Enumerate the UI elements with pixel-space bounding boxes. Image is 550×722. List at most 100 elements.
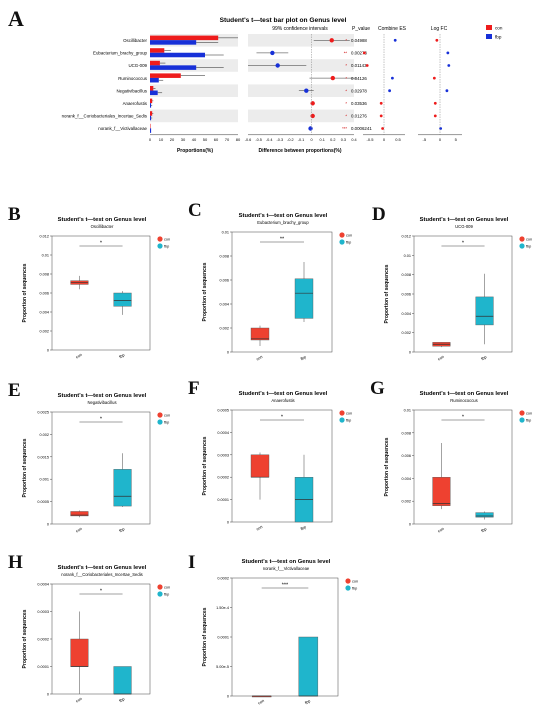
legend-con-label: con bbox=[164, 585, 170, 589]
p-mark: * bbox=[345, 38, 347, 43]
ci-point bbox=[275, 63, 280, 68]
y-axis-label: Proportion of sequences bbox=[22, 609, 28, 668]
y-axis-label: Proportion of sequences bbox=[384, 264, 390, 323]
y-axis-label: Proportion of sequences bbox=[202, 436, 208, 495]
box-fbp bbox=[113, 292, 132, 307]
prop-tick-label: 50 bbox=[203, 137, 208, 142]
y-tick-label: 0.006 bbox=[401, 454, 411, 458]
bar-fbp bbox=[150, 77, 159, 83]
legend-con-dot bbox=[339, 410, 345, 416]
panel-h-chart: Student's t—test on Genus levelnorank_f_… bbox=[22, 565, 170, 703]
panel-subtitle: norank_f__Victivallaceae bbox=[263, 566, 310, 571]
panel-letter-c: C bbox=[188, 200, 202, 221]
es-tick-label: 0.5 bbox=[395, 137, 401, 142]
y-tick-label: 0.001 bbox=[39, 478, 49, 482]
bar-fbp bbox=[150, 40, 197, 45]
ci-point bbox=[308, 126, 313, 131]
y-axis-label: Proportion of sequences bbox=[384, 437, 390, 496]
p-value: 0.04988 bbox=[351, 38, 367, 43]
y-tick-label: 0 bbox=[409, 523, 411, 527]
box-fbp bbox=[475, 296, 494, 326]
y-tick-label: 0.0003 bbox=[217, 453, 229, 457]
y-axis-label: Proportion of sequences bbox=[202, 607, 208, 666]
p-value: 0.03536 bbox=[351, 101, 367, 106]
y-tick-label: 1.50e-4 bbox=[216, 606, 229, 610]
bar-con bbox=[150, 123, 151, 129]
ci-point bbox=[304, 88, 309, 93]
legend-fbp-label: fbp bbox=[164, 244, 169, 248]
p-mark: * bbox=[345, 114, 347, 119]
legend-fbp-label: fbp bbox=[495, 35, 502, 40]
box-con bbox=[70, 511, 89, 517]
logfc-point bbox=[432, 76, 436, 80]
legend-con-label: con bbox=[164, 237, 170, 241]
logfc-point bbox=[445, 89, 449, 93]
y-tick-label: 0.0015 bbox=[37, 455, 49, 459]
p-value: 0.04126 bbox=[351, 76, 367, 81]
y-tick-label: 0 bbox=[227, 521, 229, 525]
signif-mark: *** bbox=[282, 583, 289, 589]
box-fbp bbox=[475, 512, 494, 518]
x-tick-label: con bbox=[255, 524, 263, 532]
panel-f-chart: Student's t—test on Genus levelAnaerofus… bbox=[202, 391, 352, 532]
panel-letter-d: D bbox=[372, 204, 386, 225]
bar-con bbox=[150, 111, 153, 116]
p-value: 0.01143 bbox=[351, 63, 367, 68]
y-tick-label: 0 bbox=[47, 693, 49, 697]
y-tick-label: 0.0002 bbox=[217, 476, 229, 480]
legend-con-dot bbox=[157, 236, 163, 242]
y-tick-label: 0.0002 bbox=[37, 638, 49, 642]
plot-frame bbox=[231, 231, 333, 353]
genus-label: Anaerofustis bbox=[123, 101, 148, 106]
legend-fbp-label: fbp bbox=[346, 418, 351, 422]
plot-frame bbox=[51, 235, 151, 351]
signif-mark: * bbox=[100, 241, 103, 247]
prop-tick-label: 40 bbox=[192, 137, 197, 142]
bar-fbp bbox=[150, 115, 152, 121]
y-tick-label: 0.002 bbox=[401, 331, 411, 335]
signif-mark: * bbox=[100, 589, 103, 595]
prop-tick-label: 0 bbox=[149, 137, 152, 142]
y-tick-label: 0 bbox=[227, 351, 229, 355]
p-mark: *** bbox=[342, 126, 347, 131]
signif-mark: * bbox=[281, 415, 284, 421]
es-tick-label: -0.5 bbox=[367, 137, 375, 142]
bar-fbp bbox=[150, 128, 152, 133]
panel-letter-e: E bbox=[8, 380, 21, 401]
x-tick-label: fbp bbox=[118, 352, 126, 359]
legend-fbp-label: fbp bbox=[526, 244, 531, 248]
bar-con bbox=[150, 98, 153, 104]
diff-xlabel: Difference between proportions(%) bbox=[258, 148, 341, 154]
prop-xlabel: Proportions(%) bbox=[177, 148, 213, 154]
bar-fbp bbox=[150, 90, 158, 96]
y-tick-label: 0.0005 bbox=[217, 409, 229, 413]
panel-g-chart: Student's t—test on Genus levelRuminococ… bbox=[384, 391, 532, 534]
bar-fbp bbox=[150, 52, 205, 58]
y-tick-label: 5.00e-5 bbox=[216, 665, 229, 669]
y-tick-label: 0.008 bbox=[219, 255, 229, 259]
genus-label: Oscillibacter bbox=[123, 38, 147, 43]
logfc-point bbox=[439, 127, 443, 130]
logfc-point bbox=[447, 64, 451, 67]
panel-e-chart: Student's t—test on Genus levelNegativib… bbox=[22, 393, 170, 533]
diff-tick-label: -0.6 bbox=[245, 138, 252, 142]
p-value: 0.01276 bbox=[351, 114, 367, 119]
y-tick-label: 0.008 bbox=[401, 273, 411, 277]
panel-letter-f: F bbox=[188, 378, 200, 399]
p-mark: ** bbox=[344, 51, 348, 56]
legend-con-dot bbox=[345, 578, 351, 584]
x-tick-label: fbp bbox=[300, 354, 308, 361]
y-tick-label: 0.006 bbox=[401, 293, 411, 297]
diff-tick-label: 0.4 bbox=[351, 138, 356, 142]
legend-fbp-dot bbox=[157, 419, 163, 425]
bar-fbp bbox=[150, 65, 197, 70]
p-mark: * bbox=[345, 101, 347, 106]
es-point bbox=[381, 127, 384, 130]
es-point bbox=[393, 38, 397, 42]
diff-tick-label: 0.2 bbox=[330, 138, 335, 142]
x-tick-label: con bbox=[437, 526, 445, 534]
panel-subtitle: Anaerofustis bbox=[271, 398, 294, 403]
signif-mark: * bbox=[462, 415, 465, 421]
y-tick-label: 0.0005 bbox=[37, 500, 49, 504]
panel-title: Student's t—test on Genus level bbox=[239, 213, 328, 219]
